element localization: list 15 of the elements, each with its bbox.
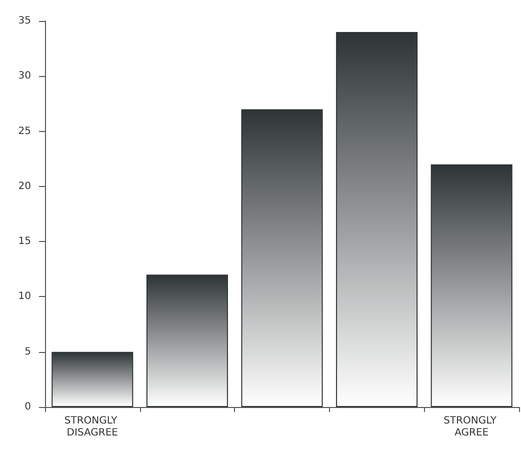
y-tick-label: 0 (24, 402, 31, 412)
y-tick-label: 20 (18, 180, 31, 192)
y-tick-label: 15 (18, 236, 31, 248)
bar (336, 32, 418, 407)
x-tick-label: STRONGLY AGREE (444, 416, 500, 438)
bar (241, 109, 323, 407)
bar (146, 274, 228, 407)
y-tick-label: 35 (18, 16, 31, 26)
y-tick-label: 5 (24, 346, 31, 358)
bar (52, 352, 134, 407)
x-tick-label: STRONGLY DISAGREE (64, 416, 120, 438)
y-tick-label: 10 (18, 291, 31, 302)
y-tick-label: 30 (18, 70, 31, 82)
y-tick-label: 25 (18, 126, 31, 137)
bar (430, 164, 512, 407)
